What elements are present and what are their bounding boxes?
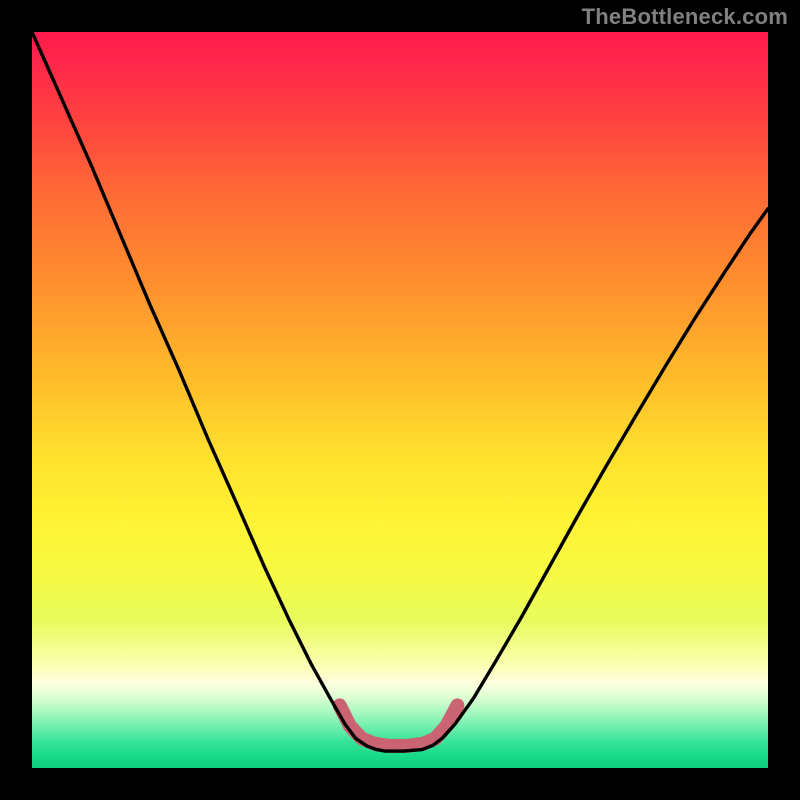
chart-svg: [0, 0, 800, 800]
chart-stage: TheBottleneck.com: [0, 0, 800, 800]
gradient-background: [32, 32, 768, 768]
watermark-text: TheBottleneck.com: [582, 4, 788, 30]
